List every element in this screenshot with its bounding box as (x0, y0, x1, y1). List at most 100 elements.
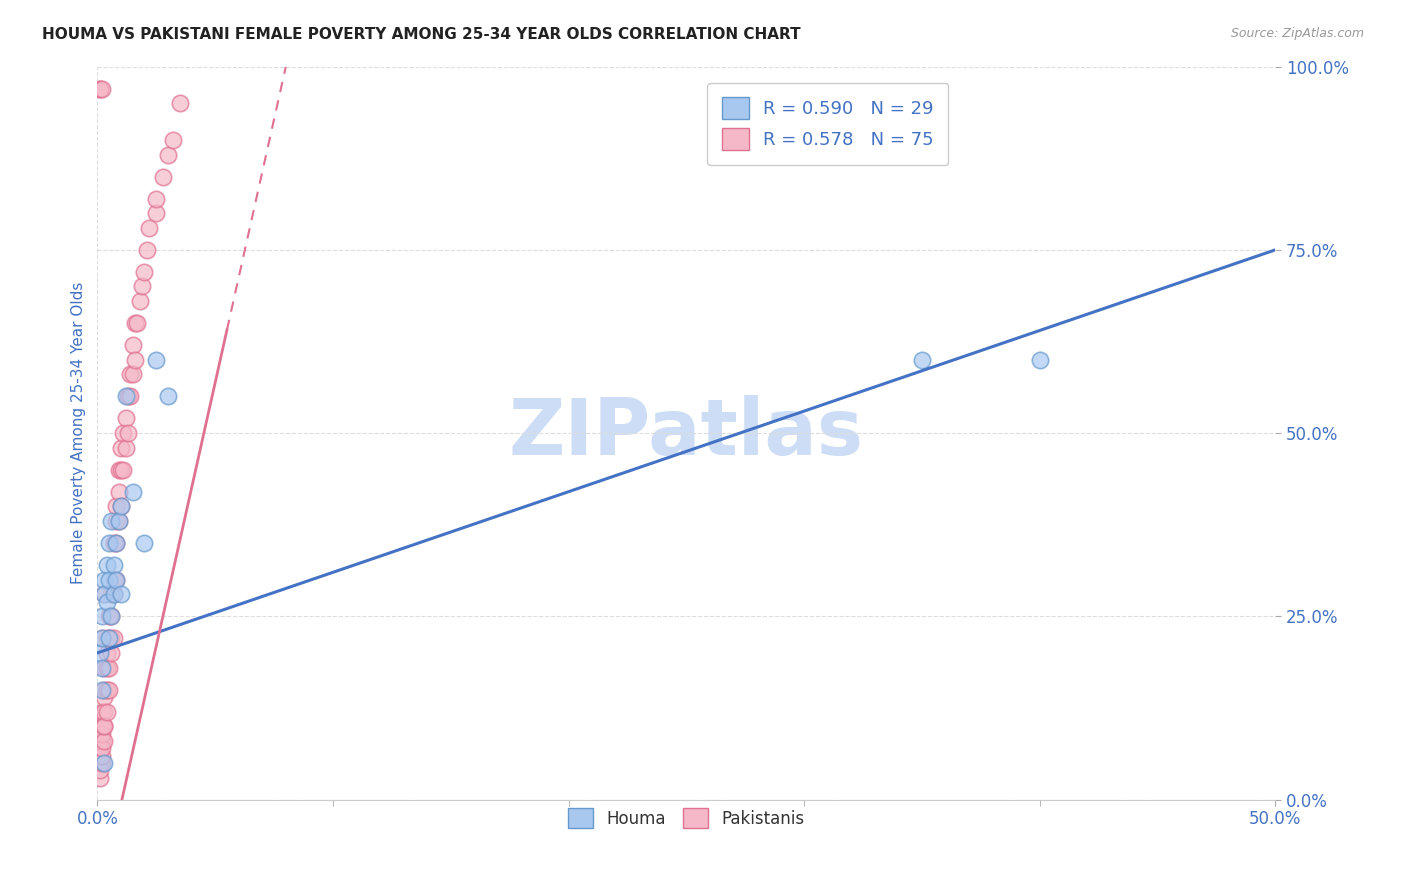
Point (107, 514, 129, 528)
Point (157, 389, 180, 403)
Point (91, 741, 114, 756)
Point (100, 609, 122, 624)
Point (89, 748, 111, 763)
Point (105, 514, 128, 528)
Point (134, 536, 156, 550)
Point (112, 425, 135, 440)
Point (91, 660, 114, 674)
Text: HOUMA VS PAKISTANI FEMALE POVERTY AMONG 25-34 YEAR OLDS CORRELATION CHART: HOUMA VS PAKISTANI FEMALE POVERTY AMONG … (42, 27, 801, 42)
Point (110, 463, 132, 477)
Point (89, 81, 111, 95)
Point (91, 609, 114, 624)
Point (157, 147, 180, 161)
Point (107, 514, 129, 528)
Y-axis label: Female Poverty Among 25-34 Year Olds: Female Poverty Among 25-34 Year Olds (72, 282, 86, 584)
Point (98, 682, 121, 697)
Point (98, 573, 121, 587)
Point (93, 719, 115, 733)
Point (103, 587, 125, 601)
Point (89, 81, 111, 95)
Point (162, 133, 184, 147)
Point (91, 734, 114, 748)
Point (114, 411, 136, 425)
Point (91, 719, 114, 733)
Point (107, 484, 129, 499)
Text: Source: ZipAtlas.com: Source: ZipAtlas.com (1230, 27, 1364, 40)
Point (100, 587, 122, 601)
Point (152, 169, 174, 184)
Point (89, 771, 111, 785)
Point (114, 441, 136, 455)
Point (169, 96, 191, 111)
Text: ZIPatlas: ZIPatlas (509, 395, 863, 471)
Point (112, 463, 135, 477)
Point (110, 587, 132, 601)
Point (103, 558, 125, 572)
Point (105, 536, 128, 550)
Point (124, 316, 146, 330)
Point (93, 734, 115, 748)
Point (96, 632, 118, 646)
Point (110, 500, 132, 514)
Point (91, 81, 114, 95)
Point (110, 500, 132, 514)
Point (98, 632, 121, 646)
Point (89, 741, 111, 756)
Point (121, 338, 143, 352)
Point (103, 573, 125, 587)
Point (100, 632, 122, 646)
Point (93, 573, 115, 587)
Point (93, 705, 115, 719)
Point (89, 646, 111, 660)
Point (93, 587, 115, 601)
Point (91, 756, 114, 770)
Point (121, 368, 143, 382)
Point (100, 646, 122, 660)
Point (91, 748, 114, 763)
Point (138, 220, 160, 235)
Point (100, 609, 122, 624)
Point (93, 719, 115, 733)
Point (91, 632, 114, 646)
Legend: Houma, Pakistanis: Houma, Pakistanis (562, 802, 811, 835)
Point (93, 756, 115, 770)
Point (145, 206, 167, 220)
Point (98, 660, 121, 674)
Point (114, 389, 136, 403)
Point (117, 425, 139, 440)
Point (98, 609, 121, 624)
Point (91, 632, 114, 646)
Point (145, 352, 167, 367)
Point (1029, 352, 1052, 367)
Point (98, 536, 121, 550)
Point (100, 514, 122, 528)
Point (120, 389, 142, 403)
Point (89, 763, 111, 777)
Point (103, 536, 125, 550)
Point (107, 463, 129, 477)
Point (105, 573, 128, 587)
Point (911, 352, 934, 367)
Point (93, 682, 115, 697)
Point (145, 192, 167, 206)
Point (96, 660, 118, 674)
Point (127, 316, 149, 330)
Point (91, 682, 114, 697)
Point (93, 660, 115, 674)
Point (128, 294, 150, 309)
Point (105, 573, 128, 587)
Point (105, 536, 128, 550)
Point (96, 558, 118, 572)
Point (96, 646, 118, 660)
Point (103, 632, 125, 646)
Point (117, 389, 139, 403)
Point (91, 705, 114, 719)
Point (96, 682, 118, 697)
Point (134, 265, 156, 279)
Point (103, 587, 125, 601)
Point (105, 500, 128, 514)
Point (98, 632, 121, 646)
Point (120, 368, 142, 382)
Point (131, 279, 153, 293)
Point (96, 705, 118, 719)
